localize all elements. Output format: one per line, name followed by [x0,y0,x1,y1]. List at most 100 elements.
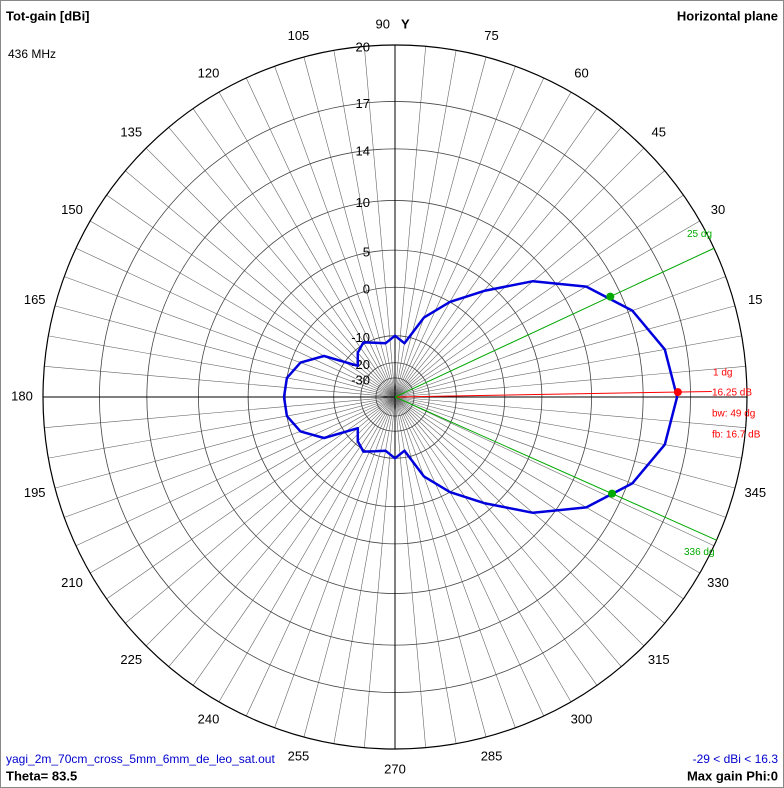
angle-label: 285 [481,749,503,764]
file-label: yagi_2m_70cm_cross_5mm_6mm_de_leo_sat.ou… [6,752,275,766]
spoke [64,396,396,518]
r-tick-label: 17 [356,96,370,111]
spoke [394,396,742,459]
angle-label: 225 [120,652,142,667]
r-tick-label: 5 [363,245,370,260]
marker-label: 25 dg [687,229,712,240]
axis-label: Y [401,16,410,31]
spoke [394,396,622,667]
angle-label: 60 [574,65,588,80]
angle-label: 330 [707,575,729,590]
spoke [394,127,622,398]
marker-value-label: 16.25 dB [712,388,752,399]
spoke [394,396,457,744]
spoke [394,396,746,428]
angle-label: 240 [198,711,220,726]
spoke [394,396,516,728]
spoke [394,396,684,600]
marker-dot [673,388,682,397]
chart-title: Tot-gain [dBi] [6,8,90,23]
spoke [394,108,598,398]
spoke [394,396,598,686]
spoke [44,366,396,398]
marker-label: 1 dg [713,368,732,379]
spoke [48,335,396,398]
angle-label: 105 [288,28,310,43]
spoke [394,396,645,647]
angle-label: 180 [11,388,33,403]
spoke [394,396,700,574]
spoke [125,170,396,398]
theta-label: Theta= 83.5 [6,768,77,783]
marker-dot [606,292,615,301]
spoke [245,77,396,398]
angle-label: 345 [744,485,766,500]
angle-label: 90 [376,16,390,31]
plane-label: Horizontal plane [677,8,778,23]
angle-label: 15 [748,292,762,307]
angle-label: 30 [711,202,725,217]
spoke [394,305,736,398]
subtitle: 436 MHz [8,47,56,61]
spoke [394,396,715,547]
spoke [394,396,572,702]
spoke [145,147,396,398]
r-tick-label: 20 [356,39,370,54]
angle-label: 45 [652,125,666,140]
spoke [90,220,396,398]
spoke [333,396,396,744]
angle-label: 75 [484,28,498,43]
spoke [394,92,572,398]
spoke [394,396,726,518]
marker-line [394,396,717,541]
spoke [145,396,396,647]
spoke [218,396,396,702]
angle-label: 165 [24,292,46,307]
angle-label: 255 [288,749,310,764]
spoke [303,56,396,398]
spoke [75,247,396,398]
r-tick-label: 10 [356,195,370,210]
pattern-line [282,279,679,515]
r-tick-label: -30 [351,372,370,387]
spoke [333,50,396,398]
angle-label: 315 [648,652,670,667]
spoke [394,276,726,398]
angle-label: 120 [198,65,220,80]
spoke [48,396,396,459]
spoke [125,396,396,624]
angle-label: 195 [24,485,46,500]
spoke [394,56,487,398]
angle-label: 135 [120,125,142,140]
spoke [394,147,645,398]
spoke [394,194,684,398]
r-tick-label: 0 [363,282,370,297]
marker-line [394,390,712,398]
max-gain-label: Max gain Phi:0 [687,768,778,783]
spoke [394,77,545,398]
angle-label: 210 [61,575,83,590]
spoke [394,50,457,398]
angle-label: 300 [571,711,593,726]
spoke [394,396,545,717]
spoke [75,396,396,547]
spoke [394,396,487,738]
spoke [192,108,396,398]
angle-label: 270 [384,761,406,776]
spoke [218,92,396,398]
angle-label: 150 [61,202,83,217]
spoke [245,396,396,717]
spoke [394,366,746,398]
range-label: -29 < dBi < 16.3 [693,752,779,766]
spoke [44,396,396,428]
marker-line [394,247,715,398]
spoke [192,396,396,686]
r-tick-label: 14 [356,143,370,158]
spoke [394,396,736,489]
spoke [54,396,396,489]
annotation: bw: 49 dg [712,409,755,420]
marker-label: 336 dg [684,547,715,558]
spoke [64,276,396,398]
spoke [394,170,665,398]
